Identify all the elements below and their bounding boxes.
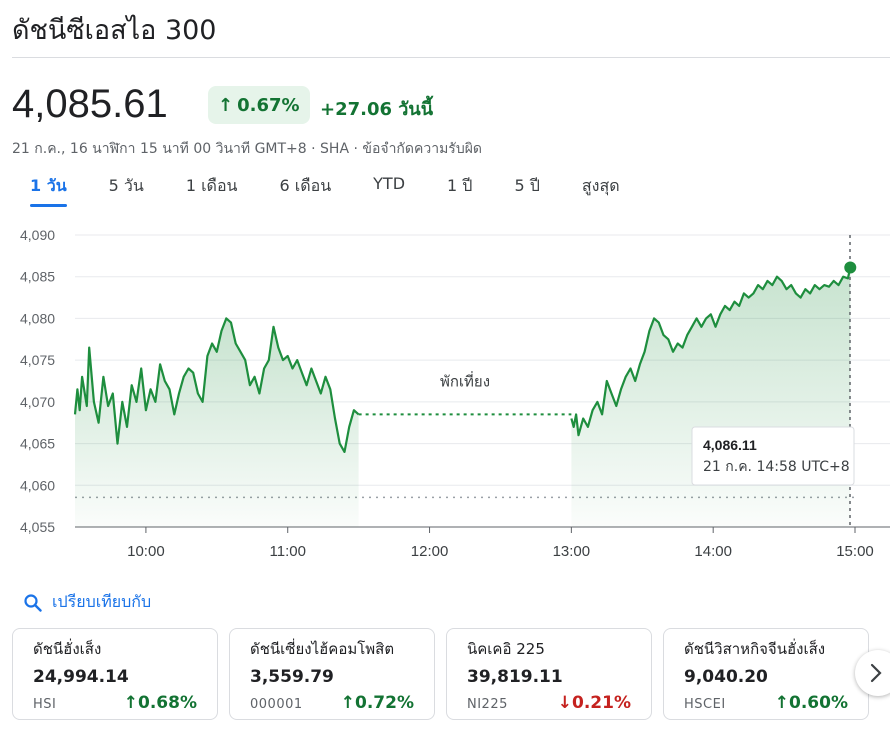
y-tick-label: 4,080: [20, 310, 55, 326]
y-tick-label: 4,070: [20, 394, 55, 410]
index-card[interactable]: ดัชนีเซี่ยงไฮ้คอมโพสิต 3,559.79 000001 ↑…: [229, 628, 435, 720]
index-change: ↓0.21%: [558, 693, 631, 713]
tooltip-time: 21 ก.ค. 14:58 UTC+8: [703, 459, 850, 475]
last-point: [844, 261, 857, 274]
percent-change-badge: ↑ 0.67%: [208, 86, 310, 124]
search-icon: [24, 593, 42, 612]
tab-max[interactable]: สูงสุด: [581, 176, 620, 195]
arrow-up-icon: ↑: [340, 693, 356, 713]
morning-series-area: [75, 318, 359, 527]
chevron-right-icon: [870, 663, 882, 683]
hover-tooltip: 4,086.11 21 ก.ค. 14:58 UTC+8: [691, 426, 855, 486]
index-name: ดัชนีฮั่งเส็ง: [33, 640, 102, 658]
morning-series-line: [73, 317, 360, 453]
index-name: ดัชนีเซี่ยงไฮ้คอมโพสิต: [250, 640, 395, 658]
compare-link[interactable]: เปรียบเทียบกับ: [24, 590, 151, 615]
index-value: 39,819.11: [467, 667, 563, 687]
index-value: 9,040.20: [684, 667, 768, 687]
arrow-up-icon: ↑: [123, 693, 139, 713]
tab-1m[interactable]: 1 เดือน: [185, 176, 238, 195]
quote-meta: 21 ก.ค., 16 นาฬิกา 15 นาที 00 วินาที GMT…: [12, 138, 482, 160]
quote-meta-text[interactable]: 21 ก.ค., 16 นาฬิกา 15 นาที 00 วินาที GMT…: [12, 141, 483, 157]
index-symbol: NI225: [467, 697, 508, 712]
page-title: ดัชนีซีเอสไอ 300: [12, 15, 217, 46]
x-tick-label: 14:00: [694, 543, 732, 560]
x-tick-label: 15:00: [836, 543, 874, 560]
y-tick-label: 4,085: [20, 269, 55, 285]
index-card[interactable]: ดัชนีฮั่งเส็ง 24,994.14 HSI ↑0.68%: [12, 628, 218, 720]
index-name: นิคเคอิ 225: [467, 640, 545, 658]
tab-6m[interactable]: 6 เดือน: [279, 176, 332, 195]
arrow-down-icon: ↓: [557, 693, 573, 713]
index-change-value: 0.21%: [572, 693, 631, 713]
next-button[interactable]: [855, 650, 890, 696]
index-card[interactable]: นิคเคอิ 225 39,819.11 NI225 ↓0.21%: [446, 628, 652, 720]
tab-ytd[interactable]: YTD: [373, 174, 406, 193]
index-change-value: 0.68%: [138, 693, 197, 713]
tab-1y[interactable]: 1 ปี: [447, 176, 473, 195]
y-tick-label: 4,055: [20, 519, 55, 535]
index-symbol: 000001: [250, 697, 303, 712]
tab-1d[interactable]: 1 วัน: [30, 174, 67, 207]
index-value: 3,559.79: [250, 667, 334, 687]
lunch-break-label: พักเที่ยง: [440, 370, 490, 390]
tooltip-value: 4,086.11: [703, 437, 757, 453]
index-change: ↑0.72%: [341, 693, 414, 713]
header-divider: [12, 57, 890, 58]
index-change-value: 0.60%: [789, 693, 848, 713]
related-indices: ดัชนีฮั่งเส็ง 24,994.14 HSI ↑0.68% ดัชนี…: [12, 628, 880, 720]
index-value: 24,994.14: [33, 667, 129, 687]
index-symbol: HSI: [33, 697, 57, 712]
tab-5d[interactable]: 5 วัน: [108, 176, 144, 195]
index-name: ดัชนีวิสาหกิจจีนฮั่งเส็ง: [684, 640, 826, 658]
index-change: ↑0.60%: [775, 693, 848, 713]
y-tick-label: 4,075: [20, 352, 55, 368]
x-tick-label: 10:00: [127, 543, 165, 560]
y-tick-label: 4,065: [20, 436, 55, 452]
index-card[interactable]: ดัชนีวิสาหกิจจีนฮั่งเส็ง 9,040.20 HSCEI …: [663, 628, 869, 720]
absolute-change: +27.06 วันนี้: [320, 99, 434, 120]
y-tick-label: 4,090: [20, 227, 55, 243]
index-change: ↑0.68%: [124, 693, 197, 713]
x-tick-label: 13:00: [553, 543, 591, 560]
index-change-value: 0.72%: [355, 693, 414, 713]
afternoon-series-line: [570, 267, 852, 437]
x-tick-label: 11:00: [270, 543, 306, 560]
current-price: 4,085.61: [12, 82, 168, 126]
percent-change-value: 0.67%: [237, 94, 300, 116]
arrow-up-icon: ↑: [218, 94, 234, 116]
y-tick-label: 4,060: [20, 477, 55, 493]
arrow-up-icon: ↑: [774, 693, 790, 713]
x-tick-label: 12:00: [411, 543, 449, 560]
index-symbol: HSCEI: [684, 697, 726, 712]
compare-label: เปรียบเทียบกับ: [52, 592, 152, 611]
tooltip-box: [691, 426, 855, 486]
price-chart[interactable]: 4,090 4,085 4,080 4,075 4,070 4,065 4,060 4,055…: [0, 220, 890, 570]
range-tabs: 1 วัน 5 วัน 1 เดือน 6 เดือน YTD 1 ปี 5 ป…: [30, 174, 620, 207]
tab-5y[interactable]: 5 ปี: [514, 176, 540, 195]
